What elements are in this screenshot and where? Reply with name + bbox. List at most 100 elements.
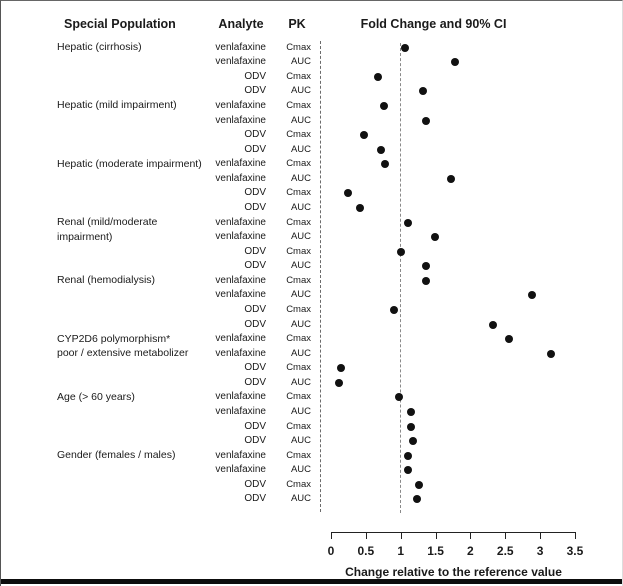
data-point xyxy=(414,480,423,489)
data-point xyxy=(422,116,431,125)
analyte-cell: venlafaxine xyxy=(215,114,266,126)
data-point xyxy=(547,349,556,358)
analyte-cell: ODV xyxy=(244,70,266,82)
analyte-cell: venlafaxine xyxy=(215,449,266,461)
x-axis-tick-label: 0.5 xyxy=(357,544,375,558)
pk-cell: AUC xyxy=(290,376,311,388)
data-point xyxy=(412,495,421,504)
analyte-cell: ODV xyxy=(244,245,266,257)
x-axis-tick xyxy=(470,532,472,539)
data-point xyxy=(379,101,388,110)
data-point xyxy=(377,145,386,154)
data-point xyxy=(404,218,413,227)
population-label: impairment) xyxy=(57,230,113,243)
pk-cell: Cmax xyxy=(286,129,311,141)
pk-cell: AUC xyxy=(290,289,311,301)
analyte-cell: ODV xyxy=(244,260,266,272)
pk-cell: Cmax xyxy=(286,391,311,403)
pk-cell: Cmax xyxy=(286,303,311,315)
x-axis-tick-label: 1 xyxy=(397,544,405,558)
population-label: Hepatic (cirrhosis) xyxy=(57,41,142,54)
pk-cell: AUC xyxy=(290,85,311,97)
x-axis-line xyxy=(331,532,576,533)
pk-cell: Cmax xyxy=(286,70,311,82)
pk-cell: Cmax xyxy=(286,216,311,228)
pk-cell: Cmax xyxy=(286,158,311,170)
plot-left-border-line xyxy=(320,41,321,512)
x-axis-tick xyxy=(400,532,402,539)
analyte-cell: venlafaxine xyxy=(215,391,266,403)
analyte-cell: ODV xyxy=(244,85,266,97)
pk-cell: AUC xyxy=(290,56,311,68)
analyte-cell: venlafaxine xyxy=(215,464,266,476)
population-label: Hepatic (mild impairment) xyxy=(57,99,177,112)
analyte-cell: ODV xyxy=(244,420,266,432)
data-point xyxy=(390,305,399,314)
analyte-cell: ODV xyxy=(244,362,266,374)
pk-cell: Cmax xyxy=(286,420,311,432)
data-point xyxy=(407,407,416,416)
pk-cell: AUC xyxy=(290,405,311,417)
analyte-cell: venlafaxine xyxy=(215,231,266,243)
population-label: poor / extensive metabolizer xyxy=(57,347,189,360)
pk-cell: Cmax xyxy=(286,274,311,286)
population-label: CYP2D6 polymorphism* xyxy=(57,332,171,345)
pk-cell: AUC xyxy=(290,231,311,243)
data-point xyxy=(400,43,409,52)
pk-cell: AUC xyxy=(290,260,311,272)
pk-cell: Cmax xyxy=(286,187,311,199)
analyte-cell: ODV xyxy=(244,303,266,315)
analyte-cell: venlafaxine xyxy=(215,274,266,286)
analyte-cell: ODV xyxy=(244,201,266,213)
analyte-cell: ODV xyxy=(244,143,266,155)
data-point xyxy=(421,276,430,285)
population-label: Gender (females / males) xyxy=(57,449,176,462)
data-point xyxy=(408,437,417,446)
analyte-cell: ODV xyxy=(244,129,266,141)
x-axis-tick xyxy=(435,532,437,539)
column-header-pk: PK xyxy=(288,17,306,31)
pk-cell: Cmax xyxy=(286,449,311,461)
data-point xyxy=(430,233,439,242)
analyte-cell: venlafaxine xyxy=(215,289,266,301)
data-point xyxy=(404,466,413,475)
reference-line-at-1 xyxy=(400,43,401,513)
analyte-cell: ODV xyxy=(244,376,266,388)
pk-cell: Cmax xyxy=(286,478,311,490)
data-point xyxy=(404,451,413,460)
data-point xyxy=(407,422,416,431)
data-point xyxy=(504,335,513,344)
x-axis-tick xyxy=(540,532,542,539)
x-axis-tick-label: 1.5 xyxy=(427,544,444,558)
x-axis-tick xyxy=(574,532,576,539)
data-point xyxy=(446,174,455,183)
analyte-cell: venlafaxine xyxy=(215,41,266,53)
analyte-cell: venlafaxine xyxy=(215,347,266,359)
analyte-cell: ODV xyxy=(244,478,266,490)
x-axis-tick xyxy=(331,532,332,539)
data-point xyxy=(374,72,383,81)
data-point xyxy=(394,393,403,402)
pk-cell: AUC xyxy=(290,143,311,155)
data-point xyxy=(422,262,431,271)
data-point xyxy=(337,364,346,373)
analyte-cell: ODV xyxy=(244,493,266,505)
analyte-cell: venlafaxine xyxy=(215,172,266,184)
x-axis-label: Change relative to the reference value xyxy=(345,565,562,579)
x-axis-tick-label: 3 xyxy=(536,544,544,558)
analyte-cell: venlafaxine xyxy=(215,216,266,228)
analyte-cell: venlafaxine xyxy=(215,99,266,111)
analyte-cell: venlafaxine xyxy=(215,405,266,417)
pk-cell: AUC xyxy=(290,114,311,126)
pk-cell: AUC xyxy=(290,172,311,184)
data-point xyxy=(355,203,364,212)
bottom-border-bar xyxy=(1,579,622,584)
pk-cell: Cmax xyxy=(286,333,311,345)
pk-cell: AUC xyxy=(290,493,311,505)
data-point xyxy=(380,160,389,169)
x-axis-tick-label: 2.5 xyxy=(496,544,514,558)
pk-cell: Cmax xyxy=(286,99,311,111)
analyte-cell: venlafaxine xyxy=(215,158,266,170)
data-point xyxy=(360,131,369,140)
